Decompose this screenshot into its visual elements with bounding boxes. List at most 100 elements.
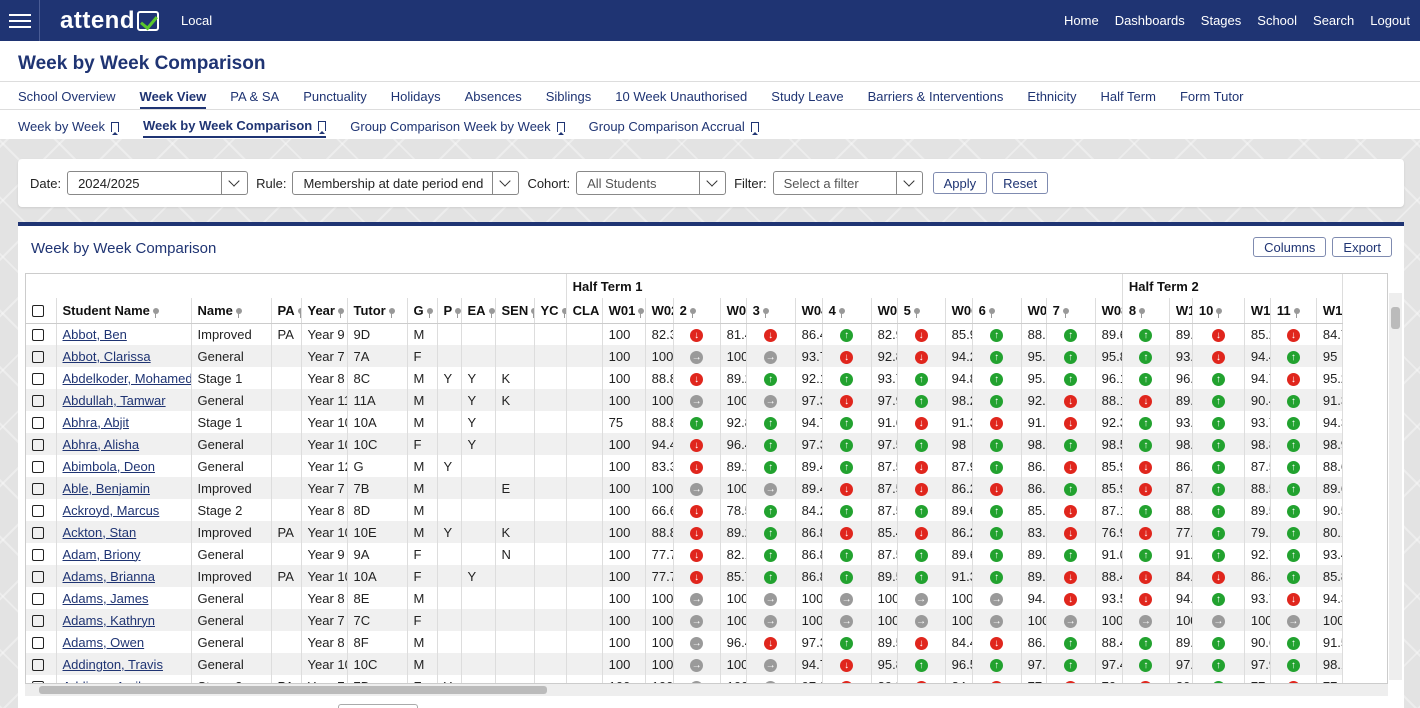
column-header-w12[interactable]: W12 bbox=[1316, 298, 1343, 324]
export-button[interactable]: Export bbox=[1332, 237, 1392, 257]
column-header-pa[interactable]: PA bbox=[271, 298, 302, 324]
column-header-2[interactable]: 2 bbox=[673, 298, 721, 324]
column-header-year[interactable]: Year bbox=[301, 298, 348, 324]
subtab-group-comparison-accrual[interactable]: Group Comparison Accrual bbox=[589, 118, 759, 138]
filter-pin-icon[interactable] bbox=[1293, 308, 1300, 319]
row-checkbox[interactable] bbox=[32, 571, 44, 584]
filter-pin-icon[interactable] bbox=[561, 308, 566, 319]
student-link[interactable]: Abbot, Clarissa bbox=[62, 348, 151, 364]
row-checkbox[interactable] bbox=[32, 615, 44, 628]
app-logo[interactable]: attend bbox=[60, 7, 159, 35]
tab-study-leave[interactable]: Study Leave bbox=[771, 89, 844, 104]
column-header-w06[interactable]: W06 bbox=[945, 298, 973, 324]
filter-pin-icon[interactable] bbox=[152, 308, 159, 319]
row-checkbox[interactable] bbox=[32, 505, 44, 518]
column-header-ea[interactable]: EA bbox=[461, 298, 496, 324]
column-header-3[interactable]: 3 bbox=[746, 298, 796, 324]
nav-link-logout[interactable]: Logout bbox=[1370, 13, 1410, 28]
row-checkbox[interactable] bbox=[32, 329, 44, 342]
row-checkbox[interactable] bbox=[32, 461, 44, 474]
column-header-10[interactable]: 10 bbox=[1192, 298, 1245, 324]
row-checkbox[interactable] bbox=[32, 395, 44, 408]
filter-pin-icon[interactable] bbox=[235, 308, 242, 319]
tab-school-overview[interactable]: School Overview bbox=[18, 89, 116, 104]
vertical-scrollbar[interactable] bbox=[1389, 293, 1402, 680]
date-select[interactable]: 2024/2025 bbox=[67, 171, 249, 195]
row-checkbox[interactable] bbox=[32, 351, 44, 364]
tab-ethnicity[interactable]: Ethnicity bbox=[1027, 89, 1077, 104]
apply-button[interactable]: Apply bbox=[932, 172, 988, 194]
subtab-week-by-week-comparison[interactable]: Week by Week Comparison bbox=[142, 118, 327, 138]
column-header-w03[interactable]: W03 bbox=[720, 298, 747, 324]
filter-pin-icon[interactable] bbox=[913, 308, 920, 319]
column-header-w05[interactable]: W05 bbox=[871, 298, 898, 324]
column-header-name[interactable]: Name bbox=[191, 298, 272, 324]
student-link[interactable]: Ackroyd, Marcus bbox=[62, 502, 160, 518]
student-link[interactable]: Adams, Owen bbox=[62, 634, 145, 650]
menu-icon[interactable] bbox=[0, 0, 40, 41]
nav-link-home[interactable]: Home bbox=[1064, 13, 1099, 28]
nav-link-search[interactable]: Search bbox=[1313, 13, 1355, 28]
row-checkbox[interactable] bbox=[32, 593, 44, 606]
row-checkbox[interactable] bbox=[32, 373, 44, 386]
column-header-p[interactable]: P bbox=[437, 298, 462, 324]
filter-select[interactable]: Select a filter bbox=[772, 171, 923, 195]
row-checkbox[interactable] bbox=[32, 417, 44, 430]
column-header-5[interactable]: 5 bbox=[897, 298, 946, 324]
row-checkbox[interactable] bbox=[32, 637, 44, 650]
filter-pin-icon[interactable] bbox=[455, 308, 460, 319]
filter-pin-icon[interactable] bbox=[762, 308, 769, 319]
row-checkbox[interactable] bbox=[32, 439, 44, 452]
column-header-w11[interactable]: W11 bbox=[1244, 298, 1271, 324]
filter-pin-icon[interactable] bbox=[1216, 308, 1223, 319]
column-header-w02[interactable]: W02 bbox=[645, 298, 674, 324]
tab-punctuality[interactable]: Punctuality bbox=[303, 89, 367, 104]
bookmark-icon[interactable] bbox=[556, 121, 565, 135]
filter-pin-icon[interactable] bbox=[689, 308, 696, 319]
filter-pin-icon[interactable] bbox=[638, 308, 645, 319]
column-header-11[interactable]: 11 bbox=[1270, 298, 1317, 324]
filter-pin-icon[interactable] bbox=[488, 308, 494, 319]
column-header-tutor[interactable]: Tutor bbox=[347, 298, 408, 324]
student-link[interactable]: Adams, James bbox=[62, 590, 149, 606]
student-link[interactable]: Ackton, Stan bbox=[62, 524, 137, 540]
filter-pin-icon[interactable] bbox=[531, 308, 533, 315]
select-all-checkbox[interactable] bbox=[32, 305, 44, 318]
filter-pin-icon[interactable] bbox=[337, 308, 344, 319]
filter-pin-icon[interactable] bbox=[988, 308, 995, 319]
student-link[interactable]: Addison, Avril bbox=[63, 679, 142, 684]
page-size-select[interactable] bbox=[338, 704, 418, 708]
tab-holidays[interactable]: Holidays bbox=[390, 89, 441, 104]
filter-pin-icon[interactable] bbox=[426, 308, 433, 319]
bookmark-icon[interactable] bbox=[750, 121, 759, 135]
rule-select[interactable]: Membership at date period end bbox=[292, 171, 520, 195]
column-header-w04[interactable]: W04 bbox=[795, 298, 823, 324]
column-header-yc[interactable]: YC bbox=[534, 298, 567, 324]
row-checkbox[interactable] bbox=[32, 659, 44, 672]
row-checkbox[interactable] bbox=[32, 483, 44, 496]
bookmark-icon[interactable] bbox=[318, 120, 327, 134]
cohort-select[interactable]: All Students bbox=[576, 171, 727, 195]
column-header-4[interactable]: 4 bbox=[822, 298, 872, 324]
tab-10-week-unauthorised[interactable]: 10 Week Unauthorised bbox=[615, 89, 748, 104]
row-checkbox[interactable] bbox=[32, 549, 44, 562]
student-link[interactable]: Able, Benjamin bbox=[62, 480, 150, 496]
nav-link-school[interactable]: School bbox=[1257, 13, 1298, 28]
tab-week-view[interactable]: Week View bbox=[139, 89, 207, 109]
student-link[interactable]: Abdelkoder, Mohamed bbox=[62, 370, 191, 386]
filter-pin-icon[interactable] bbox=[838, 308, 845, 319]
row-checkbox[interactable] bbox=[32, 527, 44, 540]
student-link[interactable]: Abimbola, Deon bbox=[62, 458, 156, 474]
student-link[interactable]: Abhra, Alisha bbox=[62, 436, 140, 452]
tab-absences[interactable]: Absences bbox=[464, 89, 522, 104]
student-link[interactable]: Adams, Brianna bbox=[62, 568, 156, 584]
column-header-7[interactable]: 7 bbox=[1046, 298, 1096, 324]
student-link[interactable]: Addington, Travis bbox=[62, 656, 163, 672]
column-header-w07[interactable]: W07 bbox=[1021, 298, 1047, 324]
column-header-cla[interactable]: CLA bbox=[566, 298, 603, 324]
column-header-g[interactable]: G bbox=[407, 298, 438, 324]
column-header-w10[interactable]: W10 bbox=[1169, 298, 1193, 324]
tab-form-tutor[interactable]: Form Tutor bbox=[1179, 89, 1244, 104]
tab-barriers-interventions[interactable]: Barriers & Interventions bbox=[867, 89, 1004, 104]
filter-pin-icon[interactable] bbox=[1062, 308, 1069, 319]
